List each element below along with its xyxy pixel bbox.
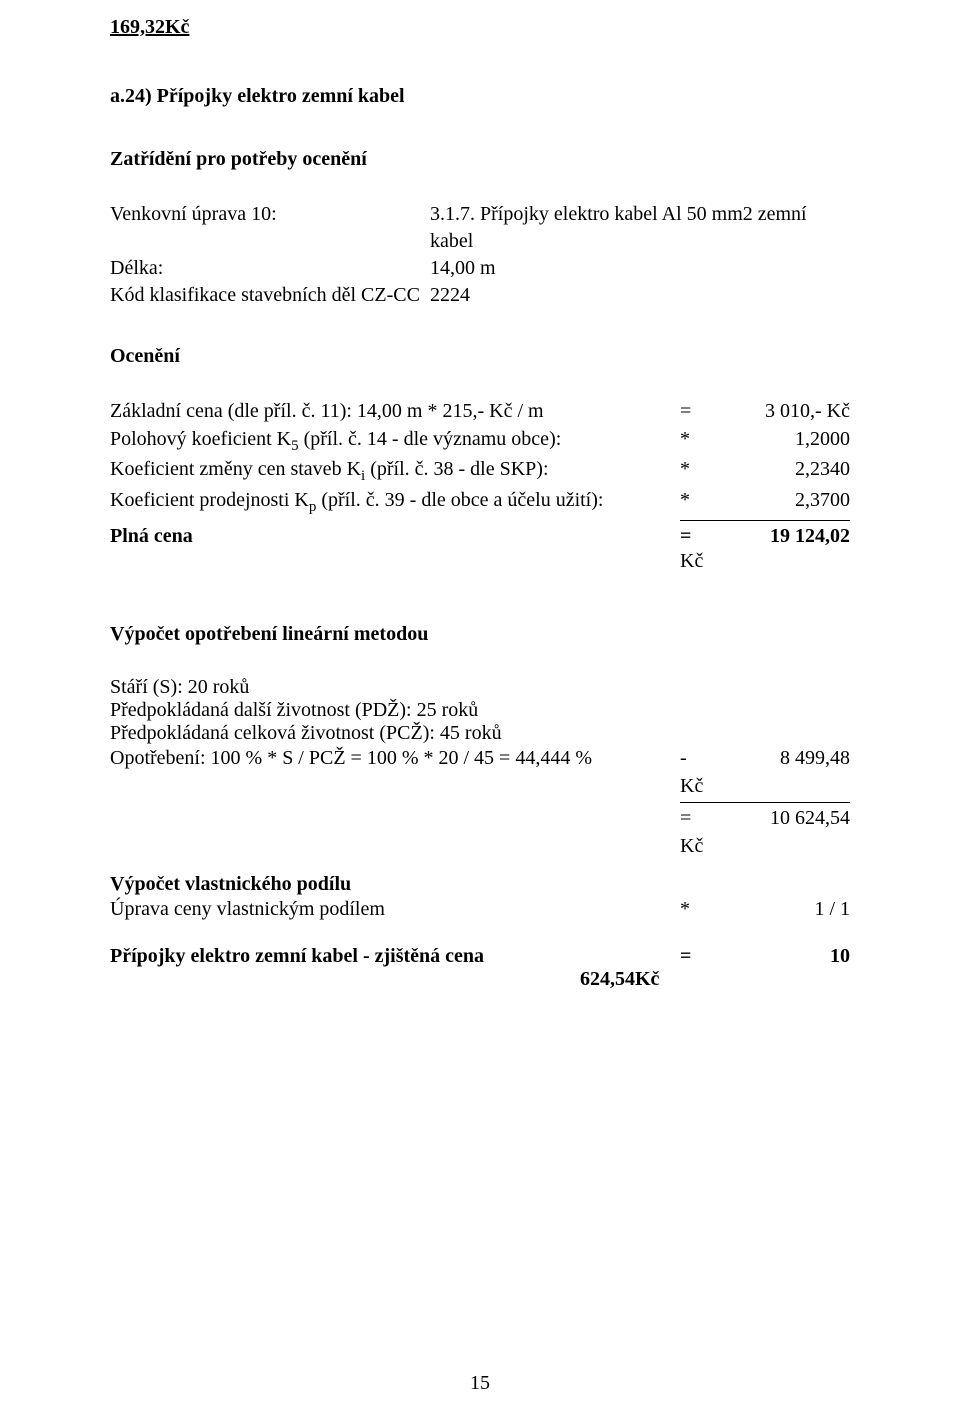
calc-op: * — [680, 487, 720, 518]
result-price: 624,54Kč — [580, 968, 850, 991]
plna-label: Plná cena — [110, 523, 680, 551]
depr-label: Opotřebení: 100 % * S / PCŽ = 100 % * 20… — [110, 745, 680, 773]
plna-op: = — [680, 523, 720, 551]
depr-sum-amount: 10 624,54 — [720, 805, 850, 833]
page-number: 15 — [0, 1372, 960, 1395]
classification-heading: Zatřídění pro potřeby ocenění — [110, 148, 850, 171]
plna-amount: 19 124,02 — [720, 523, 850, 551]
calc-label-pre: Koeficient prodejnosti K — [110, 489, 309, 511]
depreciation-heading: Výpočet opotřebení lineární metodou — [110, 623, 850, 646]
calc-row: Základní cena (dle příl. č. 11): 14,00 m… — [110, 398, 850, 426]
spec-row: Venkovní úprava 10: 3.1.7. Přípojky elek… — [110, 201, 850, 228]
calc-op: = — [680, 398, 720, 426]
depr-line: Předpokládaná celková životnost (PCŽ): 4… — [110, 722, 850, 745]
share-op: * — [680, 896, 720, 924]
share-heading: Výpočet vlastnického podílu — [110, 873, 850, 896]
currency-line: Kč — [110, 550, 850, 573]
currency-row: Kč — [110, 833, 850, 861]
depr-line: Stáří (S): 20 roků — [110, 676, 850, 699]
document-page: 169,32Kč a.24) Přípojky elektro zemní ka… — [0, 0, 960, 1417]
currency: Kč — [680, 773, 720, 801]
spec-label — [110, 228, 430, 255]
spec-label: Délka: — [110, 255, 430, 282]
currency-row: Kč — [110, 773, 850, 801]
spec-row: Délka: 14,00 m — [110, 255, 850, 282]
depr-sum-op: = — [680, 805, 720, 833]
result-label: Přípojky elektro zemní kabel - zjištěná … — [110, 945, 680, 968]
calc-label: Koeficient prodejnosti Kp (příl. č. 39 -… — [110, 487, 680, 518]
calc-row: Polohový koeficient K5 (příl. č. 14 - dl… — [110, 426, 850, 457]
valuation-heading: Ocenění — [110, 345, 850, 368]
calc-label-pre: Koeficient změny cen staveb K — [110, 458, 361, 480]
spec-label: Kód klasifikace stavebních děl CZ-CC — [110, 282, 430, 309]
share-amount: 1 / 1 — [720, 896, 850, 924]
sum-rule — [680, 802, 850, 803]
share-label: Úprava ceny vlastnickým podílem — [110, 896, 680, 924]
calc-amount: 2,2340 — [720, 456, 850, 487]
sum-rule — [680, 520, 850, 521]
result-row: Přípojky elektro zemní kabel - zjištěná … — [110, 945, 850, 968]
top-price: 169,32Kč — [110, 16, 850, 39]
calc-label-post: (příl. č. 14 - dle významu obce): — [299, 428, 562, 450]
result-op: = — [680, 945, 720, 968]
depr-calc-row: Opotřebení: 100 % * S / PCŽ = 100 % * 20… — [110, 745, 850, 773]
calc-row-plna: Plná cena = 19 124,02 — [110, 523, 850, 551]
calc-label-post: (příl. č. 39 - dle obce a účelu užití): — [316, 489, 603, 511]
calc-row: Koeficient prodejnosti Kp (příl. č. 39 -… — [110, 487, 850, 518]
calc-row: Koeficient změny cen staveb Ki (příl. č.… — [110, 456, 850, 487]
calc-label-pre: Polohový koeficient K — [110, 428, 291, 450]
section-heading: a.24) Přípojky elektro zemní kabel — [110, 85, 850, 108]
calc-label: Základní cena (dle příl. č. 11): 14,00 m… — [110, 398, 680, 426]
calc-op: * — [680, 426, 720, 457]
depr-line: Předpokládaná další životnost (PDŽ): 25 … — [110, 699, 850, 722]
calc-op: * — [680, 456, 720, 487]
currency: Kč — [680, 550, 850, 573]
spec-value: 14,00 m — [430, 255, 850, 282]
spec-row: kabel — [110, 228, 850, 255]
depr-op: - — [680, 745, 720, 773]
spec-value: 3.1.7. Přípojky elektro kabel Al 50 mm2 … — [430, 201, 850, 228]
calc-amount: 2,3700 — [720, 487, 850, 518]
depr-sum-row: = 10 624,54 — [110, 805, 850, 833]
spec-value: kabel — [430, 228, 850, 255]
spec-table: Venkovní úprava 10: 3.1.7. Přípojky elek… — [110, 201, 850, 309]
calc-label-post: (příl. č. 38 - dle SKP): — [365, 458, 548, 480]
result-amount: 10 — [720, 945, 850, 968]
spec-label: Venkovní úprava 10: — [110, 201, 430, 228]
depr-amount: 8 499,48 — [720, 745, 850, 773]
spec-row: Kód klasifikace stavebních děl CZ-CC 222… — [110, 282, 850, 309]
calc-label: Koeficient změny cen staveb Ki (příl. č.… — [110, 456, 680, 487]
depreciation-block: Stáří (S): 20 roků Předpokládaná další ž… — [110, 676, 850, 860]
calc-amount: 1,2000 — [720, 426, 850, 457]
calc-amount: 3 010,- Kč — [720, 398, 850, 426]
spec-value: 2224 — [430, 282, 850, 309]
share-row: Úprava ceny vlastnickým podílem * 1 / 1 — [110, 896, 850, 924]
subscript: 5 — [291, 438, 299, 454]
calc-label: Polohový koeficient K5 (příl. č. 14 - dl… — [110, 426, 680, 457]
valuation-calc: Základní cena (dle příl. č. 11): 14,00 m… — [110, 398, 850, 573]
currency: Kč — [680, 833, 720, 861]
